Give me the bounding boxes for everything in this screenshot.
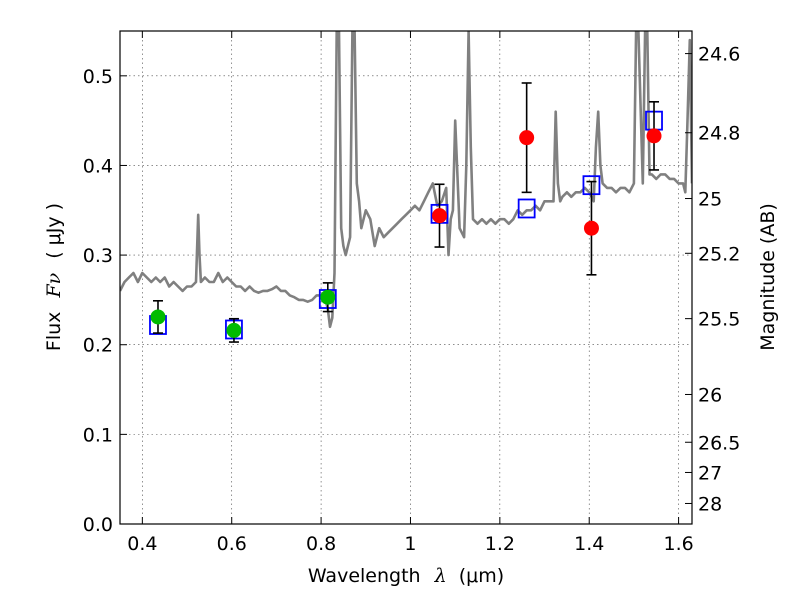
x-tick-label: 0.6 [217,533,247,555]
right-tick-label: 27 [698,462,722,484]
markers [149,82,663,343]
y-tick-label: 0.3 [83,245,113,267]
x-tick-label: 1.2 [485,533,515,555]
optical-photometry-point [150,309,166,325]
y-axis-label: Flux Fν ( μJy ) [43,203,65,351]
x-tick-label: 0.8 [306,533,336,555]
grid [120,31,692,524]
x-tick-label: 0.4 [127,533,157,555]
y-tick-label: 0.1 [83,424,113,446]
x-axis-label-text: Wavelength [308,565,421,587]
right-axis-label: Magnitude (AB) [757,203,779,351]
plot-area [120,31,692,329]
optical-photometry-point [226,322,242,338]
y-tick-label: 0.5 [83,66,113,88]
x-axis-label: Wavelength λ (μm) [308,565,504,587]
ticks: 0.4 0.6 0.8 1 1.2 1.4 1.6 0.0 0.1 0.2 0.3 0.4 0.5 24.… [83,31,740,555]
y-axis-label-text: Flux [43,312,65,352]
y-tick-label: 0.0 [83,514,113,536]
right-tick-label: 25.2 [698,243,740,265]
nir-photometry-point [519,130,535,146]
nir-photometry-point [646,128,662,144]
right-tick-label: 26.5 [698,432,740,454]
x-tick-label: 1.6 [663,533,693,555]
x-tick-label: 1.4 [574,533,604,555]
right-tick-label: 28 [698,493,722,515]
right-tick-label: 24.8 [698,123,740,145]
y-axis-label-unit: ( μJy ) [43,203,65,259]
nir-photometry-point [432,208,448,224]
x-axis-label-unit: (μm) [459,565,504,587]
right-tick-label: 24.6 [698,44,740,66]
y-tick-label: 0.2 [83,335,113,357]
axes-frame [119,30,693,525]
x-axis-label-symbol: λ [434,565,447,587]
y-tick-label: 0.4 [83,155,113,177]
right-tick-label: 25 [698,189,722,211]
right-tick-label: 26 [698,384,722,406]
x-tick-label: 1 [404,533,416,555]
synthetic-photometry-square [517,198,536,219]
model-spectrum-line [120,31,692,329]
optical-photometry-point [320,289,336,305]
y-axis-label-symbol: Fν [43,272,65,298]
nir-photometry-point [583,220,599,236]
right-tick-label: 25.5 [698,309,740,331]
